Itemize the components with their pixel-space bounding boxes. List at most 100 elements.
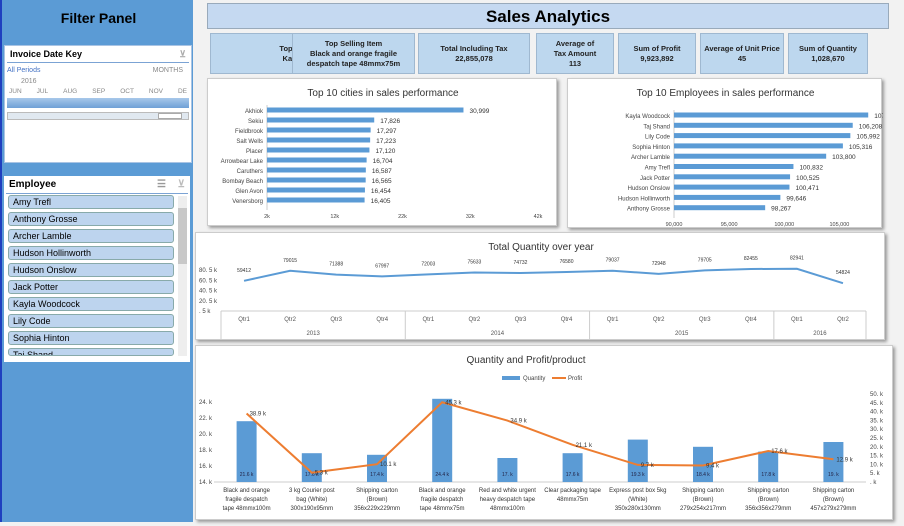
bar [267, 107, 464, 113]
employee-item[interactable]: Hudson Hollinworth [8, 246, 174, 260]
employee-item[interactable]: Kayla Woodcock [8, 297, 174, 311]
quarter-label: Qtr1 [238, 317, 250, 323]
line-label: 5.3 k [315, 471, 329, 477]
data-label: 98,267 [771, 206, 791, 213]
timeline-bar[interactable] [7, 98, 189, 108]
bar-label: 17. k [502, 472, 513, 478]
category-label: Venersborg [232, 199, 263, 205]
quarter-label: Qtr2 [653, 317, 665, 323]
y-tick-label-right: 30. k [870, 427, 884, 433]
quarter-label: Qtr4 [745, 317, 757, 323]
invoice-date-slicer[interactable]: Invoice Date Key ⊻ All Periods MONTHS 2016… [4, 45, 192, 163]
bar [674, 153, 827, 159]
data-label: 16,704 [373, 158, 393, 165]
quarter-label: Qtr3 [330, 317, 342, 323]
y-tick-label-right: 5. k [870, 471, 881, 477]
category-label: Clear packaging tape 48mmx75m [544, 488, 601, 503]
employee-item[interactable]: Jack Potter [8, 280, 174, 294]
bar [267, 147, 370, 153]
month-label[interactable]: DE [177, 88, 187, 95]
kpi-card: Average of Tax Amount 113 [536, 33, 614, 74]
bar [267, 167, 366, 173]
quantity-bar [301, 453, 322, 482]
category-label: Express post box 5kg (White) 350x280x130mm [609, 488, 666, 512]
multi-select-icon[interactable]: ☰ [157, 179, 166, 190]
dashboard-title: Sales Analytics [207, 3, 889, 29]
category-label: Archer Lamble [631, 155, 671, 161]
slicer-title: Employee [9, 179, 57, 190]
category-label: Bombay Beach [222, 179, 263, 185]
kpi-card: Total Including Tax 22,855,078 [418, 33, 530, 74]
bar-label: 19.3 k [631, 472, 645, 478]
chart-title: Top 10 cities in sales performance [307, 88, 459, 99]
employee-item[interactable]: Anthony Grosse [8, 212, 174, 226]
y-tick-label-right: 45. k [870, 401, 884, 407]
employee-item[interactable]: Taj Shand [8, 348, 174, 356]
y-tick-label-left: 20. k [199, 432, 213, 438]
y-tick-label-left: 22. k [199, 416, 213, 422]
month-label[interactable]: JUN [9, 88, 22, 95]
bar [267, 117, 375, 123]
month-label[interactable]: OCT [120, 88, 134, 95]
month-label[interactable]: AUG [63, 88, 78, 95]
bar-label: 17.6 k [566, 472, 580, 478]
top-employees-chart: Top 10 Employees in sales performance Kay… [567, 78, 898, 228]
legend-label: Profit [568, 376, 582, 382]
data-label: 72003 [421, 261, 435, 267]
y-tick-label: 20. 5 k [199, 299, 218, 305]
quantity-bar [432, 398, 453, 482]
bar-label: 17.6 k [305, 472, 319, 478]
y-tick-label: 80. 5 k [199, 268, 218, 274]
data-label: 17,120 [375, 148, 395, 155]
month-label[interactable]: JUL [36, 88, 49, 95]
kpi-card: Average of Unit Price 45 [700, 33, 784, 74]
clear-filter-icon[interactable]: ⊻ [179, 49, 186, 59]
month-label[interactable]: SEP [92, 88, 106, 95]
bar [267, 137, 371, 143]
y-tick-label-right: 15. k [870, 454, 884, 460]
data-label: 76580 [560, 259, 574, 265]
category-label: Hudson Onslow [628, 186, 671, 192]
employee-item[interactable]: Lily Code [8, 314, 174, 328]
data-label: 100,471 [795, 185, 819, 192]
kpi-card: Sum of Profit 9,923,892 [618, 33, 696, 74]
kpi-card: Top Selling Item Black and orange fragile… [292, 33, 415, 74]
data-label: 79705 [698, 257, 712, 263]
employee-item[interactable]: Sophia Hinton [8, 331, 174, 345]
bar-label: 17.4 k [370, 472, 384, 478]
bar [674, 143, 843, 149]
category-label: Shipping carton (Brown) 279x254x217mm [680, 488, 726, 512]
category-label: Salt Wells [236, 139, 263, 145]
quantity-bar [693, 446, 713, 482]
data-label: 103,800 [832, 154, 856, 161]
data-label: 71388 [329, 262, 343, 268]
timeline-scrollbar[interactable] [7, 112, 189, 120]
bar-label: 24.4 k [435, 472, 449, 478]
category-label: Shipping carton (Brown) 356x356x279mm [745, 488, 791, 512]
y-tick-label-right: . k [870, 480, 877, 486]
bar [674, 174, 791, 180]
month-label[interactable]: NOV [148, 88, 163, 95]
data-label: 82455 [744, 256, 758, 262]
y-tick-label-right: 40. k [870, 410, 884, 416]
x-tick-label: 95,000 [721, 222, 738, 228]
employee-item[interactable]: Amy Trefl [8, 195, 174, 209]
category-label: Amy Trefl [645, 166, 670, 172]
clear-filter-icon[interactable]: ⊻ [177, 179, 185, 190]
profit-line [245, 401, 834, 474]
data-label: 16,565 [372, 178, 392, 185]
scrollbar[interactable] [178, 196, 187, 356]
legend-profit-swatch [552, 377, 566, 379]
data-label: 59412 [237, 268, 251, 274]
bar [674, 205, 766, 211]
employee-slicer[interactable]: Employee ☰ ⊻ Amy Trefl Anthony Grosse Archer… [4, 176, 190, 362]
employee-item[interactable]: Archer Lamble [8, 229, 174, 243]
kpi-value: 113 [568, 58, 582, 68]
time-level-dropdown[interactable]: MONTHS [152, 67, 183, 74]
year-label: 2014 [491, 331, 505, 337]
quarter-label: Qtr3 [699, 317, 711, 323]
data-label: 79015 [283, 258, 297, 264]
y-tick-label-right: 20. k [870, 445, 884, 451]
employee-item[interactable]: Hudson Onslow [8, 263, 174, 277]
all-periods-link[interactable]: All Periods [7, 67, 41, 74]
